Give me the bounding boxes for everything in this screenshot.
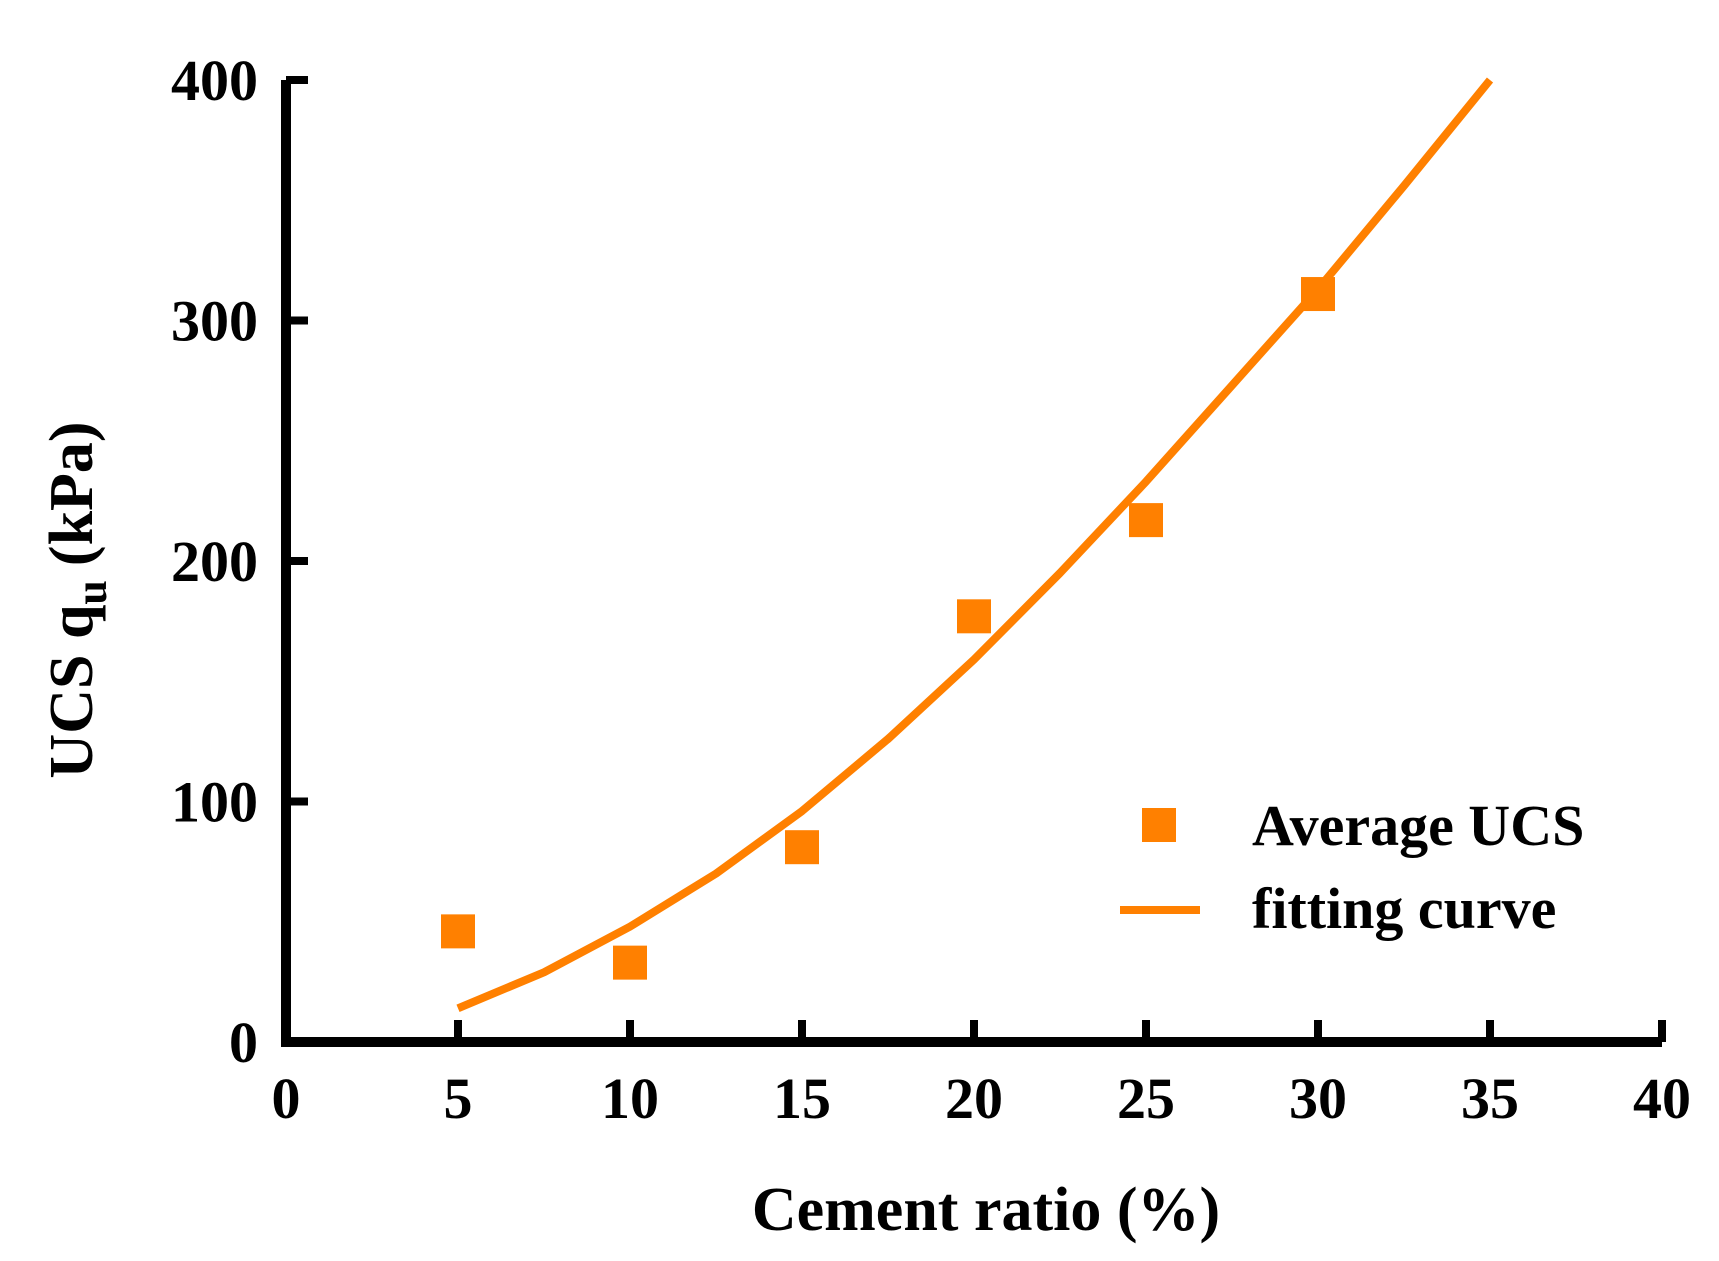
x-tick-label: 0: [272, 1066, 301, 1131]
average-ucs-point: [1129, 503, 1163, 538]
y-tick-label: 300: [171, 289, 258, 354]
x-tick-label: 5: [444, 1066, 473, 1131]
y-tick-label: 400: [171, 48, 258, 113]
x-tick-label: 30: [1289, 1066, 1347, 1131]
legend-label-fitting-curve: fitting curve: [1252, 876, 1556, 941]
legend: Average UCS fitting curve: [1120, 793, 1584, 941]
fitting-curve-line: [456, 77, 1494, 1012]
legend-marker-average-ucs: [1142, 808, 1176, 842]
y-axis-title-subscript: u: [67, 580, 116, 604]
x-tick-label: 15: [773, 1066, 831, 1131]
average-ucs-point: [1301, 277, 1335, 312]
x-tick-label: 35: [1461, 1066, 1519, 1131]
y-tick-label: 200: [171, 529, 258, 594]
average-ucs-point: [785, 830, 819, 865]
y-axis-title: UCS qu (kPa): [38, 421, 116, 778]
x-tick-label: 25: [1117, 1066, 1175, 1131]
average-ucs-point: [613, 945, 647, 980]
y-tick-label: 0: [229, 1010, 258, 1075]
ticks: [286, 76, 1666, 1042]
y-tick-label: 100: [171, 770, 258, 835]
y-axis-title-unit: (kPa): [38, 421, 106, 566]
x-axis-title: Cement ratio (%): [752, 1176, 1220, 1244]
plot-area: [441, 77, 1494, 1012]
legend-label-average-ucs: Average UCS: [1252, 793, 1584, 858]
average-ucs-point: [957, 599, 991, 634]
x-tick-label: 20: [945, 1066, 1003, 1131]
average-ucs-point: [441, 914, 475, 949]
x-tick-label: 10: [601, 1066, 659, 1131]
y-axis-title-main: UCS q: [38, 605, 106, 779]
x-tick-label: 40: [1633, 1066, 1691, 1131]
